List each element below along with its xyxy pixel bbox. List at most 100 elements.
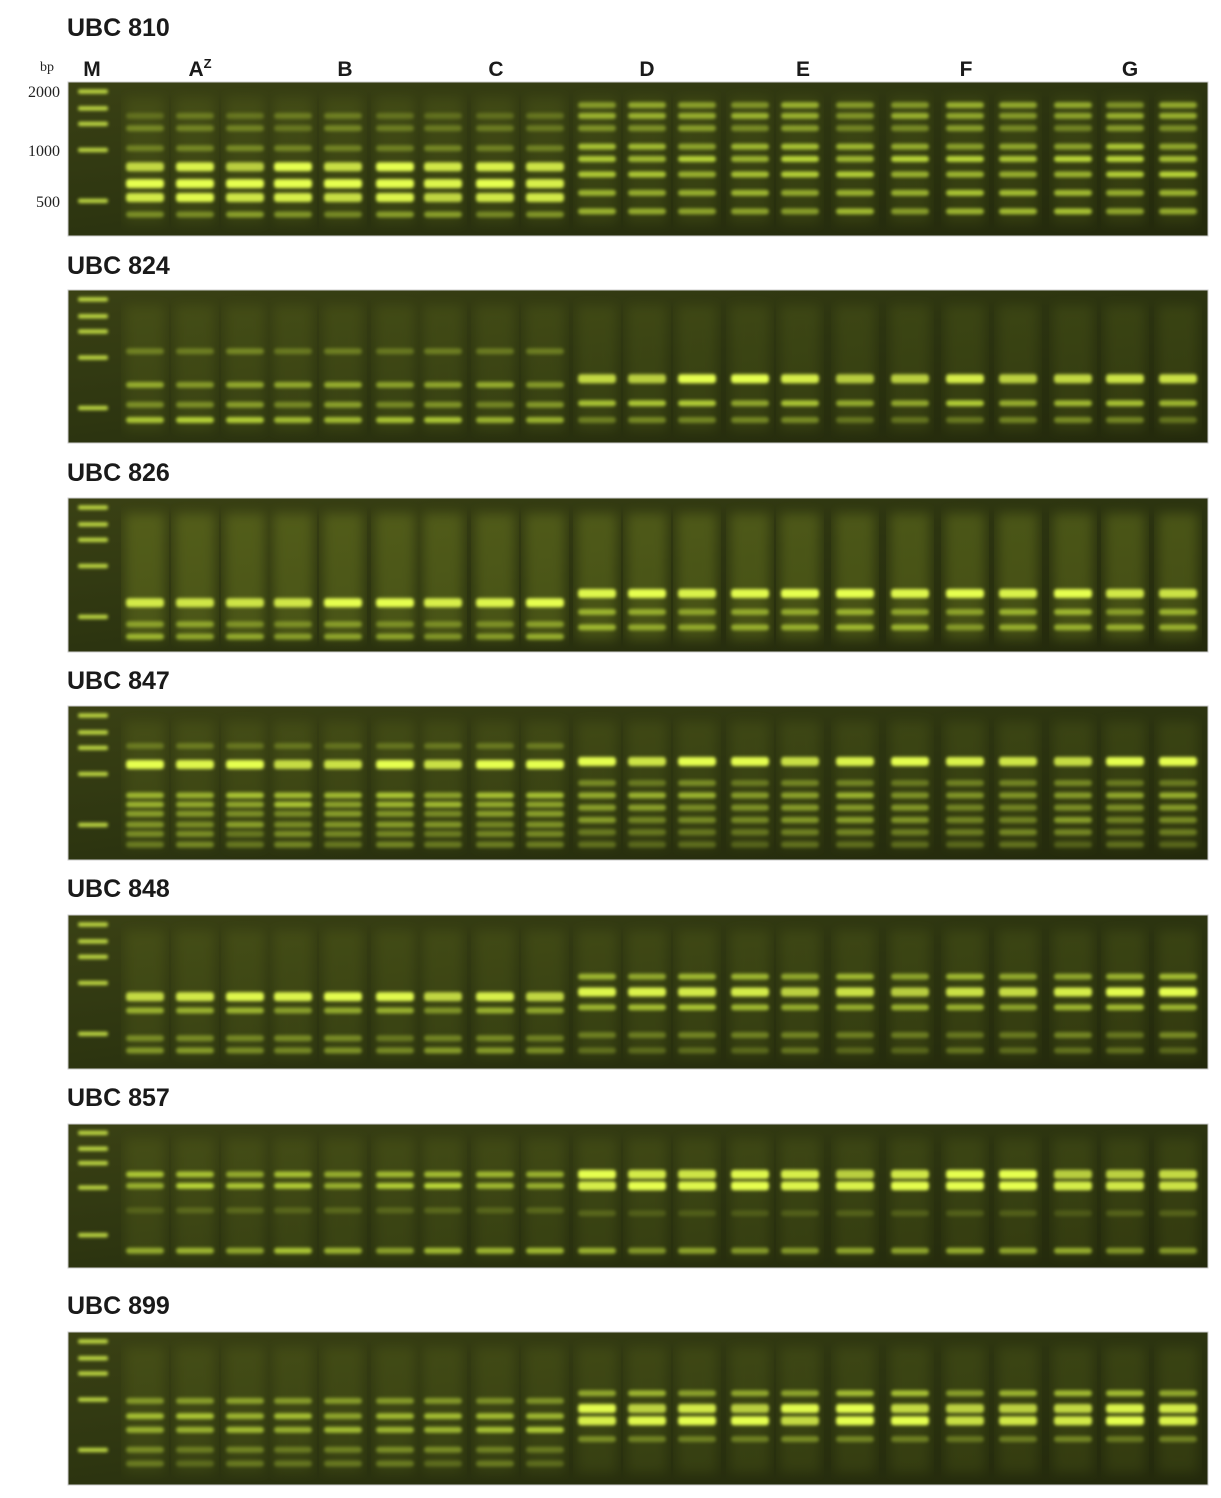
band — [836, 816, 874, 823]
band — [731, 1436, 769, 1443]
band — [999, 156, 1037, 162]
band — [526, 179, 564, 189]
band — [476, 801, 514, 808]
panel-title: UBC 847 — [67, 667, 170, 695]
lane-smear — [525, 305, 565, 431]
lane-smear — [423, 1138, 463, 1257]
band — [1159, 624, 1197, 631]
band — [324, 1460, 362, 1467]
band — [891, 1436, 929, 1443]
lane-smear — [273, 513, 313, 640]
band — [526, 1247, 564, 1254]
lane-smear — [945, 305, 985, 431]
band — [1106, 1436, 1144, 1443]
panel-title: UBC 857 — [67, 1084, 170, 1112]
lane-smear — [998, 513, 1038, 640]
band — [628, 816, 666, 823]
band — [1054, 1404, 1092, 1413]
band — [176, 211, 214, 218]
band — [1054, 987, 1092, 997]
band — [1106, 1416, 1144, 1426]
band — [126, 1397, 164, 1404]
band — [836, 624, 874, 631]
band — [678, 841, 716, 848]
lane-smear — [627, 1138, 667, 1257]
band — [946, 987, 984, 997]
band — [678, 189, 716, 196]
band — [1106, 417, 1144, 424]
band — [226, 381, 264, 388]
band — [1054, 1032, 1092, 1039]
band — [274, 1446, 312, 1453]
band — [1054, 1004, 1092, 1011]
band — [678, 816, 716, 823]
band — [628, 624, 666, 631]
band — [324, 801, 362, 808]
band — [836, 792, 874, 799]
lane-smear — [835, 513, 875, 640]
band — [1054, 156, 1092, 162]
band — [781, 804, 819, 811]
band — [274, 801, 312, 808]
group-label: G — [1122, 58, 1138, 81]
band — [424, 1035, 462, 1042]
band — [274, 1460, 312, 1467]
band — [226, 162, 264, 172]
lane-smear — [525, 1347, 565, 1473]
lane-smear — [273, 305, 313, 431]
band — [476, 1035, 514, 1042]
band — [176, 801, 214, 808]
band — [1106, 156, 1144, 162]
band — [1054, 829, 1092, 836]
band — [176, 760, 214, 770]
band — [226, 112, 264, 119]
band — [126, 810, 164, 817]
band — [578, 156, 616, 162]
band — [1054, 400, 1092, 407]
band — [226, 401, 264, 408]
lane-smear — [375, 1138, 415, 1257]
band — [999, 208, 1037, 215]
lane-smear — [577, 513, 617, 640]
gel — [67, 1331, 1209, 1486]
band — [731, 804, 769, 811]
band — [781, 112, 819, 119]
band — [1106, 841, 1144, 848]
band — [781, 588, 819, 598]
band — [678, 1247, 716, 1254]
lane-smear — [375, 1347, 415, 1473]
lane-smear — [1105, 305, 1145, 431]
band — [226, 145, 264, 152]
lane-smear — [1053, 513, 1093, 640]
band — [376, 401, 414, 408]
band — [476, 381, 514, 388]
band — [836, 102, 874, 109]
band — [891, 780, 929, 786]
band — [836, 1047, 874, 1054]
band — [628, 756, 666, 766]
band — [324, 1207, 362, 1214]
band — [324, 821, 362, 828]
band — [324, 760, 362, 770]
band — [731, 374, 769, 384]
band — [424, 792, 462, 799]
band — [526, 1182, 564, 1189]
band — [424, 1007, 462, 1014]
panel-title: UBC 899 — [67, 1292, 170, 1320]
band — [628, 1436, 666, 1443]
band — [424, 1247, 462, 1254]
group-label: AZ — [188, 56, 211, 81]
bp-label: bp — [40, 60, 54, 75]
lane-smear — [730, 305, 770, 431]
band — [376, 417, 414, 424]
band — [628, 374, 666, 384]
band — [126, 821, 164, 828]
band — [678, 374, 716, 384]
band — [999, 841, 1037, 848]
lane-smear — [577, 1138, 617, 1257]
band — [376, 179, 414, 189]
band — [424, 760, 462, 770]
band — [176, 841, 214, 848]
band — [781, 1004, 819, 1011]
lane-smear — [677, 305, 717, 431]
